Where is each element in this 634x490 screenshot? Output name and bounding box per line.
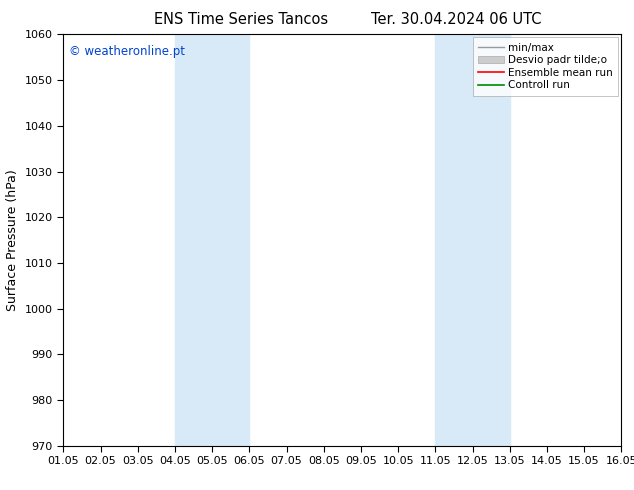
- Bar: [175, 34, 249, 446]
- Legend: min/max, Desvio padr tilde;o, Ensemble mean run, Controll run: min/max, Desvio padr tilde;o, Ensemble m…: [473, 37, 618, 96]
- Text: ENS Time Series Tancos: ENS Time Series Tancos: [154, 12, 328, 27]
- Y-axis label: Surface Pressure (hPa): Surface Pressure (hPa): [6, 169, 19, 311]
- Text: Ter. 30.04.2024 06 UTC: Ter. 30.04.2024 06 UTC: [372, 12, 541, 27]
- Text: © weatheronline.pt: © weatheronline.pt: [69, 45, 185, 58]
- Bar: [436, 34, 510, 446]
